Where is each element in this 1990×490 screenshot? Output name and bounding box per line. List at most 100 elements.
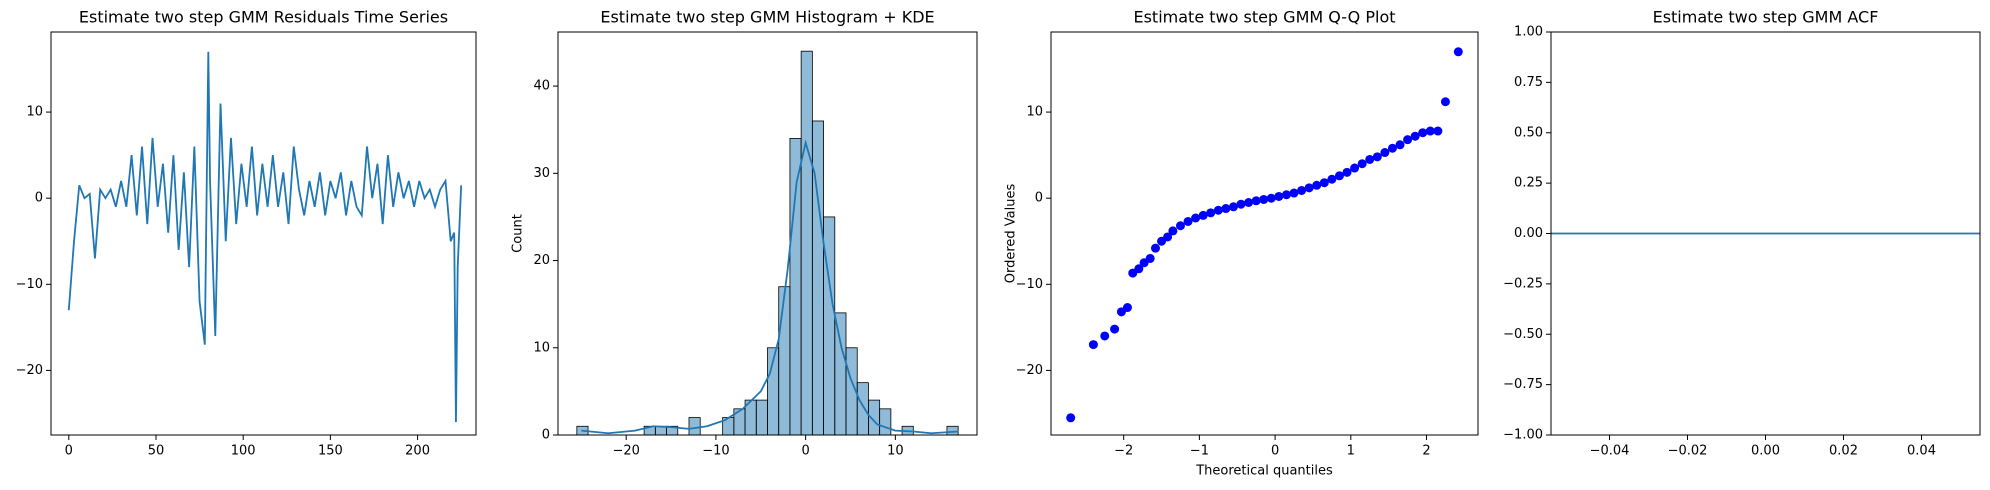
x-tick-label: 0.04 <box>1907 444 1936 459</box>
bar <box>755 399 768 436</box>
y-tick-label: 10 <box>533 340 550 355</box>
x-tick-label: −1 <box>1190 444 1209 459</box>
x-tick-label: 100 <box>231 444 256 459</box>
x-tick-label: 0 <box>801 444 809 459</box>
chart-title: Estimate two step GMM Residuals Time Ser… <box>79 8 448 27</box>
x-tick-label: 150 <box>318 444 343 459</box>
y-tick-label: −0.25 <box>1503 276 1543 291</box>
x-tick-label: −10 <box>702 444 729 459</box>
y-tick-label: 30 <box>533 166 550 181</box>
bar <box>778 286 791 436</box>
x-tick-label: 0 <box>1271 444 1279 459</box>
chart-title: Estimate two step GMM Histogram + KDE <box>600 8 934 27</box>
x-tick-label: 0.00 <box>1751 444 1780 459</box>
y-tick-label: −10 <box>16 277 43 292</box>
point <box>1387 143 1397 153</box>
y-tick-label: 40 <box>533 79 550 94</box>
x-tick-label: −2 <box>1114 444 1133 459</box>
point <box>1145 253 1155 263</box>
point <box>1319 178 1329 188</box>
point <box>1168 226 1178 236</box>
point <box>1266 193 1276 203</box>
x-tick-label: −0.04 <box>1590 444 1630 459</box>
point <box>1312 180 1322 190</box>
point <box>1380 148 1390 158</box>
y-tick-label: −1.00 <box>1503 428 1543 443</box>
series-line <box>67 51 463 423</box>
point <box>1134 264 1144 274</box>
y-tick-label: 0 <box>542 428 550 443</box>
x-tick-label: 2 <box>1422 444 1430 459</box>
chart-title: Estimate two step GMM ACF <box>1653 8 1879 27</box>
axes-frame <box>1050 31 1479 436</box>
point <box>1289 188 1299 198</box>
x-axis-label: Theoretical quantiles <box>1195 464 1333 479</box>
y-tick-label: 10 <box>1026 105 1043 120</box>
y-tick-label: −20 <box>16 363 43 378</box>
point <box>1198 210 1208 220</box>
x-tick-label: −20 <box>612 444 639 459</box>
point <box>1175 221 1185 231</box>
y-axis-label: Count <box>511 214 526 253</box>
axes-frame <box>557 31 978 436</box>
point <box>1453 47 1463 57</box>
point <box>1327 174 1337 184</box>
point <box>1228 202 1238 212</box>
y-tick-label: 0.75 <box>1514 75 1543 90</box>
point <box>1403 135 1413 145</box>
point <box>1350 163 1360 173</box>
point <box>1110 324 1120 334</box>
bar <box>811 120 824 436</box>
y-tick-label: 0 <box>35 191 43 206</box>
y-axis-label: Ordered Values <box>1004 184 1019 284</box>
point <box>1259 194 1269 204</box>
point <box>1206 208 1216 218</box>
point <box>1365 154 1375 164</box>
x-tick-label: 10 <box>887 444 904 459</box>
point <box>1304 183 1314 193</box>
point <box>1244 198 1254 207</box>
point <box>1342 167 1352 177</box>
point <box>1395 140 1405 150</box>
x-tick-label: 0 <box>65 444 73 459</box>
point <box>1372 152 1382 162</box>
point <box>1163 232 1173 242</box>
point <box>1418 128 1428 138</box>
point <box>1122 303 1132 313</box>
bar <box>856 382 869 436</box>
point <box>1440 97 1450 107</box>
y-tick-label: 20 <box>533 253 550 268</box>
bar <box>789 138 802 436</box>
point <box>1410 131 1420 141</box>
point <box>1191 213 1201 223</box>
bar <box>800 50 813 436</box>
point <box>1088 340 1098 350</box>
point <box>1221 204 1231 214</box>
x-tick-label: −0.02 <box>1668 444 1708 459</box>
point <box>1213 205 1223 215</box>
y-tick-label: −0.75 <box>1503 377 1543 392</box>
point <box>1100 331 1110 341</box>
chart-title: Estimate two step GMM Q-Q Plot <box>1133 8 1395 27</box>
point <box>1357 159 1367 169</box>
point <box>1251 196 1261 206</box>
axes-frame <box>50 31 477 436</box>
bar <box>879 408 892 436</box>
y-tick-label: 0.00 <box>1514 226 1543 241</box>
y-tick-label: −0.50 <box>1503 327 1543 342</box>
x-tick-label: 1 <box>1347 444 1355 459</box>
point <box>1150 243 1160 253</box>
point <box>1183 216 1193 226</box>
point <box>1334 171 1344 181</box>
y-tick-label: 0.25 <box>1514 176 1543 191</box>
y-tick-label: 0.50 <box>1514 125 1543 140</box>
y-tick-label: −10 <box>1016 277 1043 292</box>
point <box>1425 126 1435 136</box>
y-tick-label: 10 <box>26 105 43 120</box>
point <box>1274 191 1284 201</box>
axes-frame <box>1550 31 1981 436</box>
point <box>1066 413 1076 423</box>
point <box>1433 126 1443 136</box>
bar <box>834 312 847 436</box>
